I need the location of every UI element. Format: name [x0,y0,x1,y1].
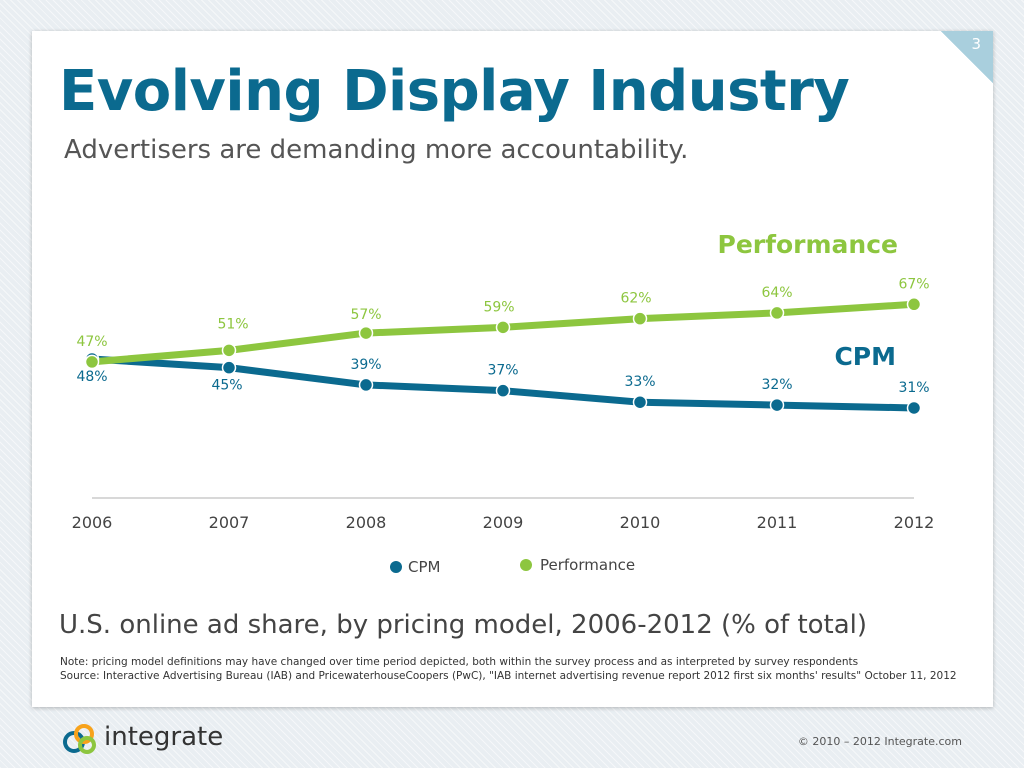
data-point-performance-2010 [632,311,648,326]
slide-subtitle: Advertisers are demanding more accountab… [64,135,689,165]
data-label-performance-2009: 59% [483,299,514,315]
data-label-performance-2010: 62% [620,291,651,307]
chart-caption: U.S. online ad share, by pricing model, … [59,610,868,640]
data-point-cpm-2007 [221,360,237,375]
x-tick-label-2007: 2007 [209,513,250,532]
data-point-cpm-2010 [632,394,648,410]
definition-note: Note: pricing model definitions may have… [60,656,859,668]
data-point-performance-2011 [769,305,785,321]
data-label-performance-2007: 51% [217,316,248,332]
legend-marker-performance [520,559,532,571]
data-label-cpm-2009: 37% [487,363,518,379]
data-label-cpm-2008: 39% [350,357,381,373]
data-point-cpm-2011 [769,397,785,413]
legend-marker-cpm [390,561,402,573]
series-inline-label-cpm: CPM [834,342,896,371]
x-tick-label-2009: 2009 [483,513,524,532]
data-label-performance-2008: 57% [350,307,381,323]
integrate-logo-icon [63,724,96,754]
data-label-cpm-2007: 45% [211,378,242,394]
page-corner: 3 [941,31,993,83]
slide: 3 Evolving Display Industry Advertisers … [32,31,993,707]
chart-notes: Note: pricing model definitions may have… [60,655,957,683]
data-point-cpm-2008 [358,377,374,393]
legend-label-cpm: CPM [408,558,440,576]
data-label-cpm-2011: 32% [761,377,792,393]
page-number: 3 [971,35,981,53]
data-point-cpm-2012 [906,400,922,416]
x-tick-label-2008: 2008 [346,513,387,532]
x-tick-label-2010: 2010 [620,513,661,532]
data-point-performance-2006 [84,354,100,370]
data-point-performance-2007 [221,343,237,358]
logo-text: integrate [104,722,224,752]
data-label-performance-2011: 64% [761,285,792,301]
page-corner-fold [941,31,993,83]
data-point-performance-2009 [495,320,511,335]
x-tick-label-2012: 2012 [894,513,935,532]
series-inline-label-performance: Performance [718,230,898,259]
data-point-cpm-2009 [495,383,511,398]
x-tick-label-2011: 2011 [757,513,798,532]
source-note: Source: Interactive Advertising Bureau (… [60,670,957,682]
data-label-cpm-2010: 33% [624,374,655,390]
data-label-performance-2006: 47% [76,334,107,350]
line-chart: 2006 2007 2008 2009 2010 2011 2012 48% 45% 39% 37%… [72,230,935,576]
data-point-performance-2012 [906,297,922,312]
copyright: © 2010 – 2012 Integrate.com [797,735,962,748]
data-label-performance-2012: 67% [898,276,929,292]
slide-title: Evolving Display Industry [59,59,850,124]
integrate-logo: integrate [60,720,224,760]
data-point-performance-2008 [358,325,374,341]
data-label-cpm-2006: 48% [76,369,107,385]
x-tick-label-2006: 2006 [72,513,113,532]
legend-label-performance: Performance [540,556,635,574]
data-label-cpm-2012: 31% [898,380,929,396]
